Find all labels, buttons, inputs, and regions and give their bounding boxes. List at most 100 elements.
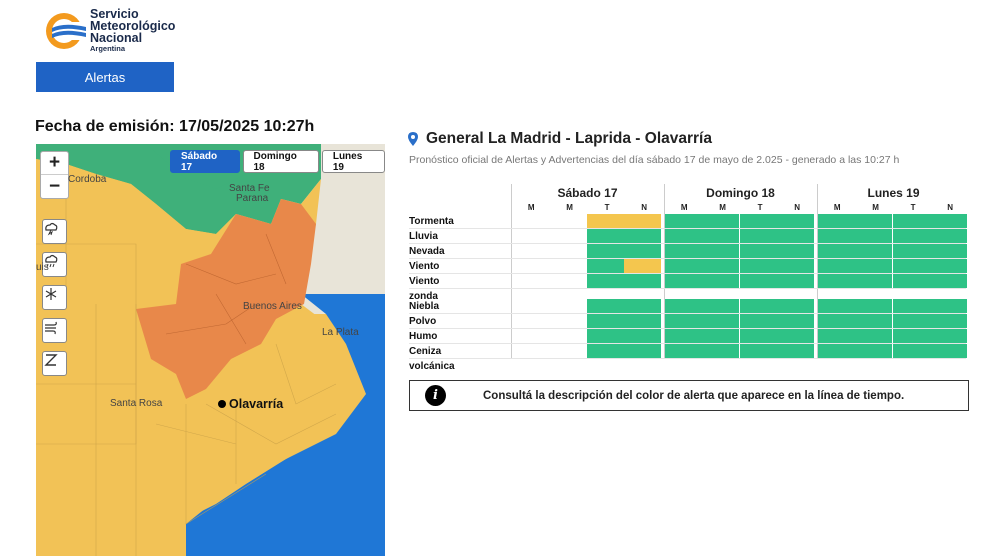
alert-cell[interactable]	[818, 314, 855, 328]
alert-cell[interactable]	[665, 244, 702, 258]
alert-map[interactable]: + − Sábado 17 Domingo 18 Lunes 19 Cordob…	[36, 144, 385, 556]
alert-cell[interactable]	[587, 259, 624, 273]
alert-cell[interactable]	[893, 344, 930, 358]
alert-cell[interactable]	[930, 259, 967, 273]
alert-cell[interactable]	[587, 344, 624, 358]
alert-cell[interactable]	[702, 274, 739, 288]
alert-cell[interactable]	[855, 274, 892, 288]
alert-cell[interactable]	[930, 274, 967, 288]
alert-cell[interactable]	[818, 274, 855, 288]
alert-cell[interactable]	[777, 244, 814, 258]
alert-cell[interactable]	[893, 274, 930, 288]
alert-cell[interactable]	[740, 214, 777, 228]
alert-cell[interactable]	[777, 299, 814, 313]
alert-cell[interactable]	[665, 314, 702, 328]
alert-cell[interactable]	[624, 259, 661, 273]
zonda-icon[interactable]	[42, 351, 67, 376]
alert-cell[interactable]	[702, 329, 739, 343]
alert-cell[interactable]	[818, 344, 855, 358]
alert-cell[interactable]	[665, 274, 702, 288]
alert-cell[interactable]	[777, 259, 814, 273]
zoom-in-button[interactable]: +	[41, 152, 68, 175]
alert-cell[interactable]	[624, 274, 661, 288]
alert-cell[interactable]	[855, 314, 892, 328]
alert-cell[interactable]	[624, 299, 661, 313]
map-canvas[interactable]	[36, 144, 385, 556]
alert-cell[interactable]	[855, 344, 892, 358]
alert-cell[interactable]	[587, 229, 624, 243]
alert-cell[interactable]	[930, 344, 967, 358]
alert-cell[interactable]	[702, 344, 739, 358]
alert-cell[interactable]	[702, 314, 739, 328]
alert-cell[interactable]	[624, 229, 661, 243]
alert-cell[interactable]	[624, 244, 661, 258]
alert-cell[interactable]	[855, 299, 892, 313]
alert-cell[interactable]	[624, 329, 661, 343]
alerts-button[interactable]: Alertas	[36, 62, 174, 92]
alert-cell[interactable]	[818, 259, 855, 273]
alert-cell[interactable]	[740, 274, 777, 288]
alert-cell[interactable]	[740, 299, 777, 313]
alert-cell[interactable]	[665, 259, 702, 273]
alert-cell[interactable]	[665, 344, 702, 358]
rain-icon[interactable]	[42, 252, 67, 277]
alert-cell[interactable]	[930, 299, 967, 313]
alert-cell[interactable]	[818, 244, 855, 258]
alert-cell[interactable]	[665, 329, 702, 343]
alert-cell[interactable]	[818, 229, 855, 243]
alert-cell[interactable]	[855, 214, 892, 228]
alert-cell[interactable]	[893, 244, 930, 258]
alert-cell[interactable]	[818, 329, 855, 343]
alert-cell[interactable]	[855, 244, 892, 258]
alert-cell[interactable]	[702, 259, 739, 273]
alert-cell[interactable]	[855, 329, 892, 343]
alert-cell[interactable]	[930, 244, 967, 258]
alert-cell[interactable]	[587, 274, 624, 288]
alert-cell[interactable]	[777, 274, 814, 288]
alert-cell[interactable]	[702, 229, 739, 243]
map-tab-lunes[interactable]: Lunes 19	[321, 150, 385, 173]
alert-cell[interactable]	[893, 214, 930, 228]
alert-cell[interactable]	[702, 214, 739, 228]
alert-cell[interactable]	[587, 214, 624, 228]
wind-icon[interactable]	[42, 318, 67, 343]
map-tab-sabado[interactable]: Sábado 17	[170, 150, 240, 173]
alert-cell[interactable]	[587, 329, 624, 343]
zoom-out-button[interactable]: −	[48, 175, 61, 197]
alert-cell[interactable]	[665, 229, 702, 243]
alert-cell[interactable]	[740, 344, 777, 358]
alert-cell[interactable]	[855, 259, 892, 273]
alert-cell[interactable]	[740, 229, 777, 243]
alert-cell[interactable]	[777, 229, 814, 243]
alert-cell[interactable]	[777, 329, 814, 343]
smn-logo[interactable]: Servicio Meteorológico Nacional Argentin…	[42, 8, 175, 53]
alert-cell[interactable]	[930, 214, 967, 228]
olavarria-marker[interactable]	[218, 400, 226, 408]
alert-cell[interactable]	[930, 229, 967, 243]
alert-cell[interactable]	[930, 329, 967, 343]
alert-cell[interactable]	[893, 299, 930, 313]
alert-cell[interactable]	[777, 214, 814, 228]
alert-cell[interactable]	[702, 299, 739, 313]
alert-cell[interactable]	[855, 229, 892, 243]
alert-cell[interactable]	[624, 314, 661, 328]
alert-cell[interactable]	[624, 344, 661, 358]
snow-icon[interactable]	[42, 285, 67, 310]
alert-cell[interactable]	[893, 259, 930, 273]
alert-cell[interactable]	[702, 244, 739, 258]
alert-cell[interactable]	[587, 314, 624, 328]
alert-cell[interactable]	[930, 314, 967, 328]
alert-cell[interactable]	[665, 214, 702, 228]
map-tab-domingo[interactable]: Domingo 18	[242, 150, 319, 173]
alert-cell[interactable]	[587, 244, 624, 258]
alert-cell[interactable]	[665, 299, 702, 313]
alert-cell[interactable]	[624, 214, 661, 228]
storm-icon[interactable]	[42, 219, 67, 244]
alert-cell[interactable]	[893, 314, 930, 328]
alert-cell[interactable]	[777, 344, 814, 358]
alert-cell[interactable]	[740, 259, 777, 273]
alert-cell[interactable]	[587, 299, 624, 313]
alert-cell[interactable]	[777, 314, 814, 328]
alert-cell[interactable]	[893, 329, 930, 343]
alert-cell[interactable]	[818, 214, 855, 228]
